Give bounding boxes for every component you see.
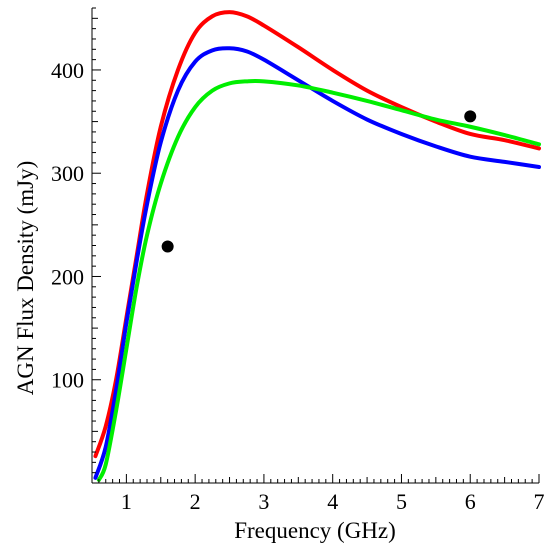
x-tick-label: 4 <box>327 489 338 514</box>
x-tick-label: 6 <box>465 489 476 514</box>
series-line-3 <box>96 78 541 482</box>
axes <box>91 7 540 484</box>
data-points <box>161 110 477 253</box>
y-tick-label: 300 <box>51 161 84 186</box>
y-tick-label: 100 <box>51 368 84 393</box>
y-tick-label: 400 <box>51 58 84 83</box>
series-line-1 <box>93 10 541 459</box>
tick-labels: 1 2 3 4 5 6 7 100 200 300 400 <box>51 58 545 514</box>
x-tick-label: 5 <box>396 489 407 514</box>
y-tick-label: 200 <box>51 264 84 289</box>
data-point-1 <box>161 240 174 253</box>
x-tick-label: 7 <box>534 489 545 514</box>
series-curves <box>93 10 541 482</box>
series-line-2 <box>93 46 541 480</box>
x-axis-title: Frequency (GHz) <box>234 518 396 543</box>
x-tick-label: 2 <box>190 489 201 514</box>
x-tick-label: 1 <box>121 489 132 514</box>
data-point-2 <box>464 110 477 123</box>
y-axis-title: AGN Flux Density (mJy) <box>13 161 38 395</box>
x-tick-label: 3 <box>258 489 269 514</box>
